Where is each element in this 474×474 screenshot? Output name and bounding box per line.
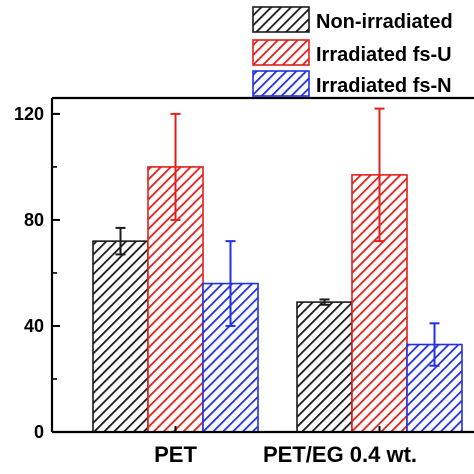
legend-label: Non-irradiated [316,11,453,33]
y-tick-label: 120 [14,104,44,124]
x-tick-label: PET [154,442,197,467]
x-axis-labels: PET PET/EG 0.4 wt. [154,426,417,467]
legend-swatch [252,70,310,97]
x-tick-label: PET/EG 0.4 wt. [263,442,417,467]
legend-swatch [252,6,310,33]
legend-label: Irradiated fs-U [316,44,452,66]
legend: Non-irradiated Irradiated fs-U Irradiated … [252,6,453,97]
error-bar-1-1 [115,226,126,256]
legend-item: Irradiated fs-N [252,70,452,97]
y-tick-label: 0 [34,422,44,442]
error-bar-2-2 [374,107,385,243]
error-bar-1-2 [319,298,330,306]
error-bar-2-1 [170,112,181,221]
bar-1-2 [296,301,353,433]
y-tick-label: 80 [24,210,44,230]
bars [92,166,463,433]
error-bar-3-1 [225,240,236,327]
error-bar-3-2 [429,322,440,367]
legend-swatch [252,39,310,66]
y-axis-ticks: 0 40 80 120 [14,104,60,442]
bar-3-2 [406,343,463,433]
legend-item: Irradiated fs-U [252,39,452,66]
error-bars [115,107,440,367]
legend-label: Irradiated fs-N [316,75,452,97]
y-tick-label: 40 [24,316,44,336]
axes [50,96,474,434]
legend-item: Non-irradiated [252,6,453,33]
bar-1-1 [92,240,149,433]
